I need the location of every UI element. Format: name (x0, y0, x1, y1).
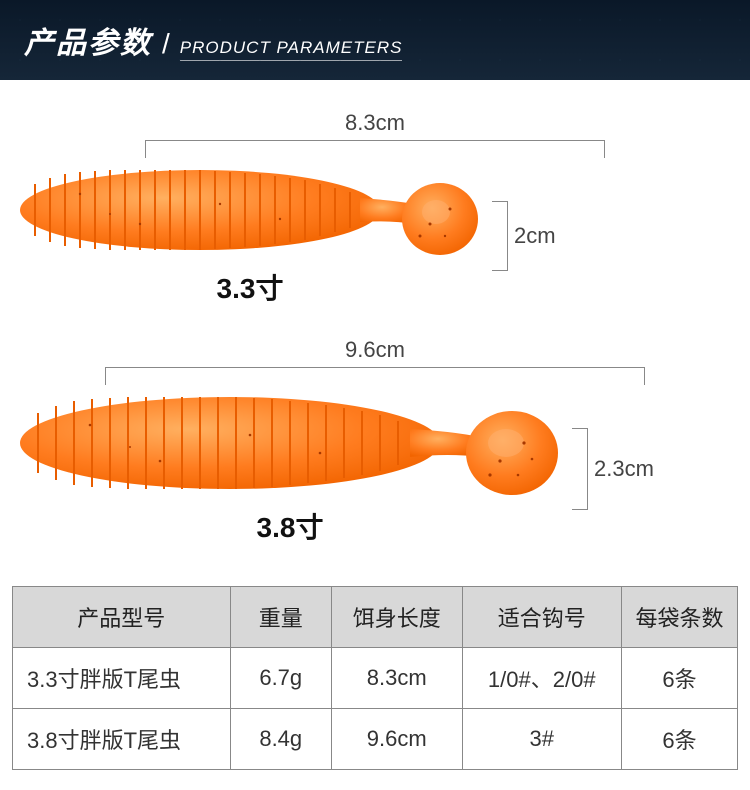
header-title-en: PRODUCT PARAMETERS (180, 38, 403, 61)
col-qty: 每袋条数 (622, 587, 738, 648)
length-label-2: 9.6cm (345, 337, 405, 363)
height-bracket-2 (572, 428, 588, 510)
spec-table: 产品型号 重量 饵身长度 适合钩号 每袋条数 3.3寸胖版T尾虫 6.7g 8.… (12, 586, 738, 770)
header-title-zh: 产品参数 (24, 18, 152, 62)
height-label-1: 2cm (514, 223, 556, 249)
table-header-row: 产品型号 重量 饵身长度 适合钩号 每袋条数 (13, 587, 738, 648)
header-divider: / (162, 28, 170, 60)
height-bracket-1 (492, 201, 508, 271)
table-row: 3.8寸胖版T尾虫 8.4g 9.6cm 3# 6条 (13, 709, 738, 770)
cell-weight: 8.4g (230, 709, 332, 770)
cell-length: 9.6cm (332, 709, 463, 770)
product-diagram-1: 8.3cm (20, 110, 730, 307)
size-tag-1: 3.3寸 (20, 267, 480, 307)
header-banner: 产品参数 / PRODUCT PARAMETERS (0, 0, 750, 80)
cell-length: 8.3cm (332, 648, 463, 709)
cell-model: 3.8寸胖版T尾虫 (13, 709, 231, 770)
length-bracket-2 (105, 367, 645, 385)
table-row: 3.3寸胖版T尾虫 6.7g 8.3cm 1/0#、2/0# 6条 (13, 648, 738, 709)
diagram-section: 8.3cm (0, 80, 750, 586)
cell-model: 3.3寸胖版T尾虫 (13, 648, 231, 709)
cell-hook: 1/0#、2/0# (462, 648, 622, 709)
size-tag-2: 3.8寸 (20, 506, 560, 546)
col-weight: 重量 (230, 587, 332, 648)
col-length: 饵身长度 (332, 587, 463, 648)
cell-hook: 3# (462, 709, 622, 770)
height-label-2: 2.3cm (594, 456, 654, 482)
col-model: 产品型号 (13, 587, 231, 648)
lure-image-2: 3.8寸 (20, 391, 560, 546)
cell-qty: 6条 (622, 709, 738, 770)
spec-table-section: 产品型号 重量 饵身长度 适合钩号 每袋条数 3.3寸胖版T尾虫 6.7g 8.… (0, 586, 750, 790)
col-hook: 适合钩号 (462, 587, 622, 648)
cell-weight: 6.7g (230, 648, 332, 709)
length-bracket-1 (145, 140, 605, 158)
product-diagram-2: 9.6cm (20, 337, 730, 546)
length-label-1: 8.3cm (345, 110, 405, 136)
lure-image-1: 3.3寸 (20, 164, 480, 307)
cell-qty: 6条 (622, 648, 738, 709)
